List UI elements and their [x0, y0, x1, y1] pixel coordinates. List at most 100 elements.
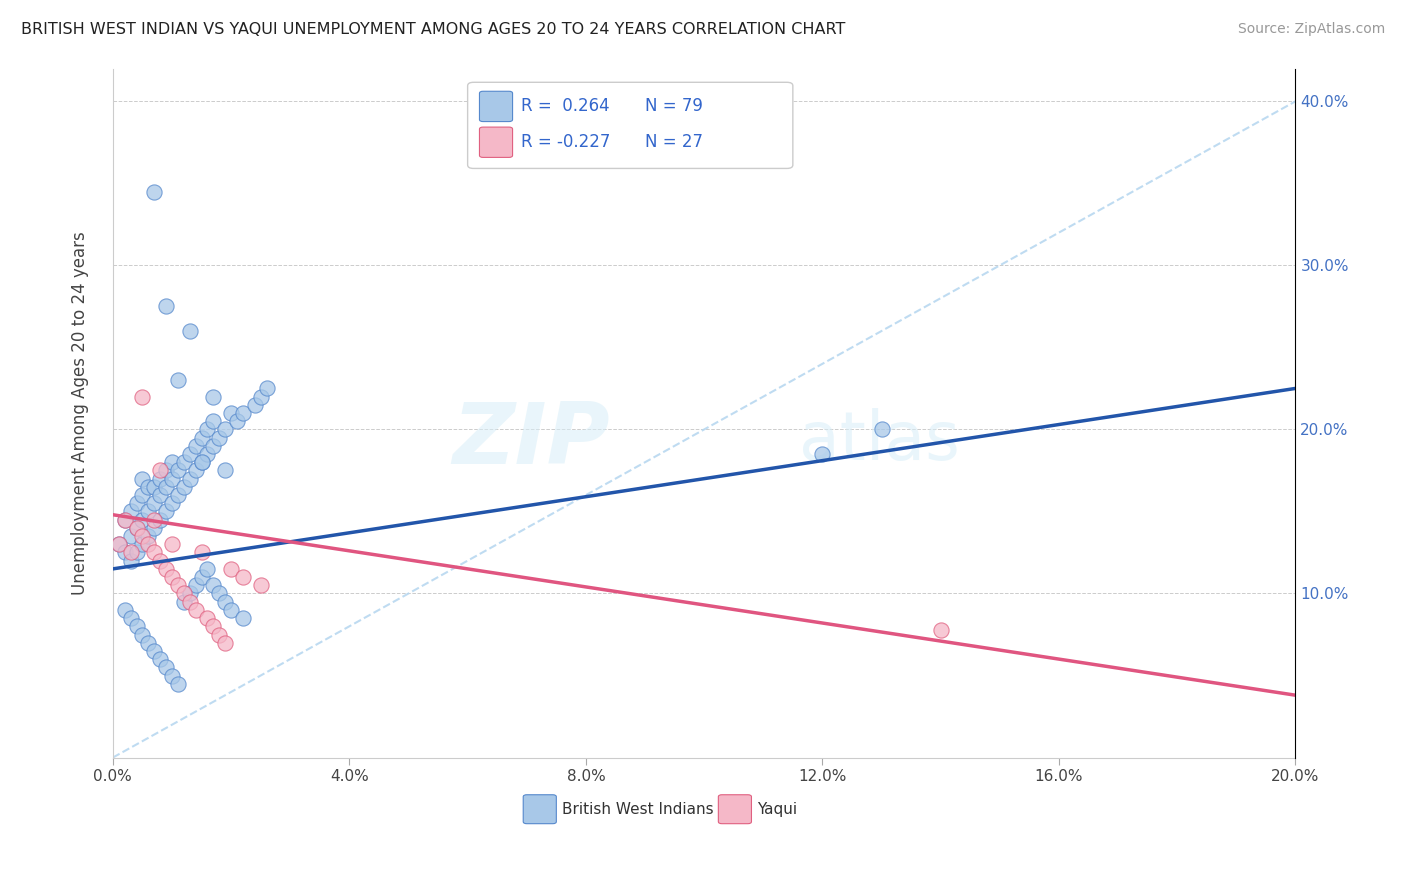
Point [131, 537, 153, 551]
Point [136, 529, 159, 543]
Point [197, 562, 219, 576]
Point [167, 463, 190, 477]
Point [208, 627, 231, 641]
Point [197, 422, 219, 436]
Point [202, 578, 225, 592]
Point [179, 472, 201, 486]
Point [120, 611, 142, 625]
Point [202, 619, 225, 633]
Point [929, 623, 952, 637]
Point [256, 381, 278, 395]
FancyBboxPatch shape [718, 795, 751, 823]
Point [143, 644, 166, 658]
Point [143, 545, 166, 559]
Point [219, 562, 242, 576]
Point [167, 578, 190, 592]
Text: Source: ZipAtlas.com: Source: ZipAtlas.com [1237, 22, 1385, 37]
Point [232, 611, 254, 625]
Point [190, 545, 212, 559]
Point [143, 185, 166, 199]
Point [214, 595, 236, 609]
Point [173, 480, 195, 494]
Text: N = 79: N = 79 [645, 97, 703, 115]
FancyBboxPatch shape [479, 127, 513, 157]
Point [125, 521, 148, 535]
Point [155, 660, 177, 674]
FancyBboxPatch shape [468, 82, 793, 169]
Point [149, 652, 172, 666]
Point [143, 521, 166, 535]
Text: R = -0.227: R = -0.227 [520, 133, 610, 152]
Text: ZIP: ZIP [451, 399, 610, 482]
Point [811, 447, 834, 461]
FancyBboxPatch shape [523, 795, 557, 823]
Point [114, 545, 136, 559]
Point [160, 570, 183, 584]
Point [149, 472, 172, 486]
Point [167, 373, 190, 387]
Point [107, 537, 129, 551]
Point [184, 578, 207, 592]
Point [143, 480, 166, 494]
Point [202, 439, 225, 453]
Point [173, 586, 195, 600]
Point [249, 390, 271, 404]
Point [136, 504, 159, 518]
Point [120, 504, 142, 518]
Point [136, 636, 159, 650]
Point [114, 603, 136, 617]
Point [167, 677, 190, 691]
Text: British West Indians: British West Indians [562, 802, 714, 817]
Point [143, 496, 166, 510]
Point [155, 504, 177, 518]
Point [197, 447, 219, 461]
Point [160, 496, 183, 510]
Text: R =  0.264: R = 0.264 [520, 97, 609, 115]
Point [179, 324, 201, 338]
Point [179, 595, 201, 609]
Point [149, 513, 172, 527]
Point [131, 529, 153, 543]
Point [184, 463, 207, 477]
Point [131, 627, 153, 641]
Point [208, 586, 231, 600]
Point [870, 422, 893, 436]
Point [232, 406, 254, 420]
Point [155, 463, 177, 477]
Point [249, 578, 271, 592]
Point [136, 537, 159, 551]
Point [114, 513, 136, 527]
Point [149, 488, 172, 502]
Point [179, 447, 201, 461]
Point [131, 488, 153, 502]
Point [243, 398, 266, 412]
Point [125, 496, 148, 510]
Point [120, 529, 142, 543]
Text: atlas: atlas [799, 408, 960, 474]
Point [160, 455, 183, 469]
Point [184, 603, 207, 617]
Point [125, 545, 148, 559]
Point [149, 554, 172, 568]
Y-axis label: Unemployment Among Ages 20 to 24 years: Unemployment Among Ages 20 to 24 years [72, 231, 89, 595]
Point [143, 513, 166, 527]
Point [107, 537, 129, 551]
Point [160, 472, 183, 486]
Point [131, 513, 153, 527]
Point [149, 463, 172, 477]
Point [184, 439, 207, 453]
Point [190, 455, 212, 469]
Point [155, 480, 177, 494]
Text: BRITISH WEST INDIAN VS YAQUI UNEMPLOYMENT AMONG AGES 20 TO 24 YEARS CORRELATION : BRITISH WEST INDIAN VS YAQUI UNEMPLOYMEN… [21, 22, 845, 37]
Text: Yaqui: Yaqui [758, 802, 797, 817]
Point [173, 455, 195, 469]
Point [197, 611, 219, 625]
Point [120, 554, 142, 568]
Point [202, 390, 225, 404]
Point [125, 521, 148, 535]
Point [114, 513, 136, 527]
Point [202, 414, 225, 428]
FancyBboxPatch shape [479, 91, 513, 121]
Point [179, 586, 201, 600]
Point [155, 299, 177, 313]
